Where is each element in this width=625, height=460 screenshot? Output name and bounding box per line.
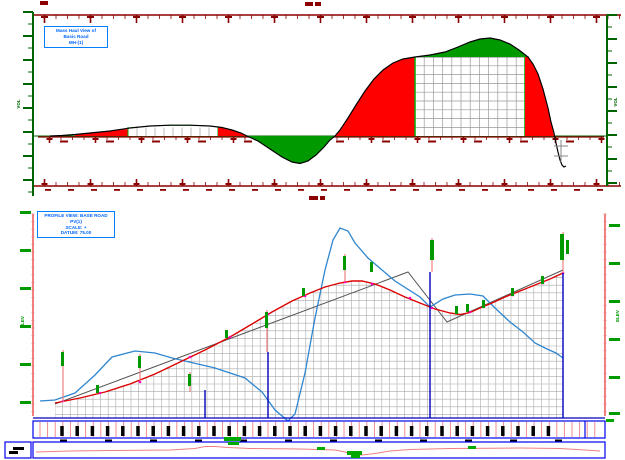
profile-view-title-box: PROFILE VIEW: BASE ROAD PV(1) SCALE: + D… [37, 211, 115, 238]
mass-haul-axes: VOL VOL [16, 11, 618, 196]
mass-haul-title-line1: Mass Haul View of [56, 28, 96, 34]
mass-haul-curve [49, 37, 568, 168]
profile-axes: ELEV ELEV [20, 211, 620, 416]
profile-bands [4, 417, 614, 459]
profile-title-line2: SCALE: + [65, 224, 87, 230]
profile-grid [55, 273, 563, 418]
profile-sample-lines [204, 272, 564, 418]
profile-title-line3: DATUM: 75.00 [60, 230, 92, 236]
mass-haul-fills [75, 38, 554, 164]
svg-text:ELEV: ELEV [20, 316, 25, 328]
mass-haul-title-line3: MH-(1) [68, 39, 84, 45]
mass-haul-title-line2: Basic Road [63, 34, 89, 40]
profile-title-line1: PROFILE VIEW: BASE ROAD PV(1) [44, 213, 108, 224]
svg-text:ELEV: ELEV [615, 310, 620, 322]
profile-tangent-line [54, 269, 564, 405]
svg-text:VOL: VOL [613, 97, 618, 107]
mass-haul-title-box: Mass Haul View of Basic Road MH-(1) [44, 26, 108, 48]
profile-ground-line [39, 227, 564, 422]
svg-text:VOL: VOL [16, 99, 21, 109]
profile-station-markers [61, 232, 569, 402]
